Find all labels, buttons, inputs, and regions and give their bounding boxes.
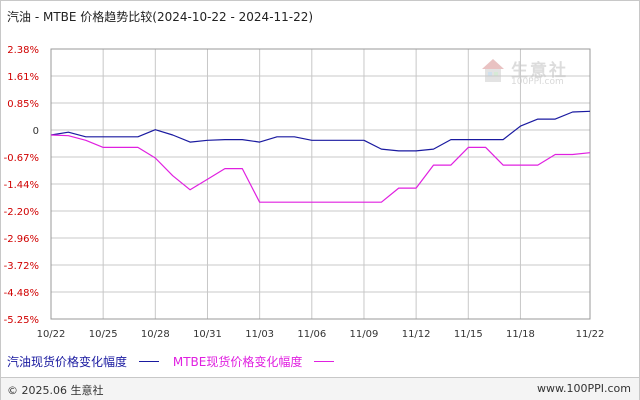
legend-label-series-1: 汽油现货价格变化幅度 <box>7 355 128 369</box>
x-tick-label: 10/25 <box>89 329 118 340</box>
legend-label-series-2: MTBE现货价格变化幅度 <box>172 355 303 369</box>
y-tick-label: -5.25% <box>4 315 39 326</box>
x-tick-label: 10/31 <box>193 329 222 340</box>
x-tick-label: 11/18 <box>506 329 535 340</box>
y-tick-label: 0 <box>33 126 39 137</box>
y-tick-label: -1.44% <box>4 180 39 191</box>
legend-item-series-1: 汽油现货价格变化幅度 <box>7 353 160 370</box>
site-url: www.100PPI.com <box>537 382 631 395</box>
x-tick-label: 11/15 <box>454 329 483 340</box>
watermark-url: 100PPI.com <box>511 77 564 87</box>
copyright-text: © 2025.06 生意社 <box>7 384 104 397</box>
y-tick-labels: 2.38% 1.61% 0.85% 0 -0.67% -1.44% -2.20% -2.96%… <box>4 45 39 326</box>
legend-swatch-series-1 <box>139 361 160 362</box>
y-tick-label: -2.20% <box>4 207 39 218</box>
x-tick-label: 11/06 <box>297 329 326 340</box>
x-tick-labels: 10/22 10/25 10/28 10/31 11/03 11/06 11/09 11/12… <box>37 329 605 340</box>
x-tick-label: 11/09 <box>350 329 379 340</box>
y-tick-label: -0.67% <box>4 153 39 164</box>
chart-legend: 汽油现货价格变化幅度 MTBE现货价格变化幅度 <box>7 353 344 370</box>
series-lines <box>50 110 591 203</box>
x-tick-label: 11/22 <box>576 329 605 340</box>
x-tick-label: 10/22 <box>37 329 66 340</box>
x-tick-label: 10/28 <box>141 329 170 340</box>
y-tick-label: -4.48% <box>4 288 39 299</box>
legend-swatch-series-2 <box>314 361 335 362</box>
x-tick-label: 11/03 <box>245 329 274 340</box>
grid-lines <box>50 48 591 320</box>
y-tick-label: 1.61% <box>7 72 39 83</box>
series-line-2 <box>50 134 591 203</box>
legend-item-series-2: MTBE现货价格变化幅度 <box>173 353 335 370</box>
axes <box>50 48 591 320</box>
house-logo-icon <box>482 59 504 82</box>
x-tick-label: 11/12 <box>402 329 431 340</box>
chart-title: 汽油 - MTBE 价格趋势比较(2024-10-22 - 2024-11-22… <box>7 10 314 24</box>
y-tick-label: 0.85% <box>7 99 39 110</box>
y-tick-label: -2.96% <box>4 234 39 245</box>
series-line-1 <box>50 110 591 152</box>
line-chart: 2.38% 1.61% 0.85% 0 -0.67% -1.44% -2.20% -2.96%… <box>4 45 605 340</box>
plot-border <box>50 48 591 320</box>
y-tick-label: 2.38% <box>7 45 39 56</box>
footer-bar: © 2025.06 生意社 www.100PPI.com <box>1 377 639 400</box>
y-tick-label: -3.72% <box>4 261 39 272</box>
